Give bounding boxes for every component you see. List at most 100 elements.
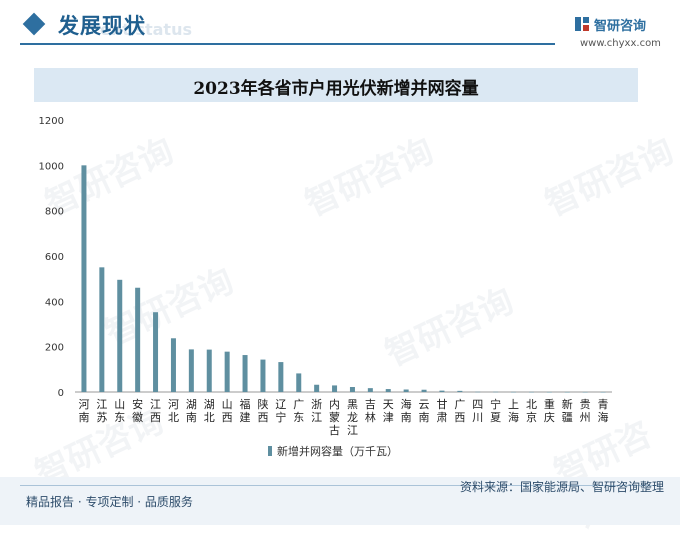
brand-mark-icon	[575, 17, 589, 31]
legend-swatch	[268, 446, 272, 456]
x-tick-label: 甘	[436, 398, 447, 411]
x-tick-label: 北	[526, 398, 537, 411]
bar	[564, 391, 570, 393]
x-tick-label: 内	[329, 397, 340, 411]
x-tick-label: 宁	[490, 397, 501, 411]
x-tick-label: 庆	[544, 410, 555, 424]
x-tick-label: 辽	[275, 398, 286, 411]
x-tick-label: 徽	[132, 410, 143, 424]
x-tick-label: 北	[204, 411, 215, 424]
y-tick-label: 1000	[39, 161, 64, 172]
bar	[81, 165, 87, 392]
header-rule	[20, 43, 555, 45]
bar	[582, 391, 588, 393]
x-tick-label: 江	[347, 424, 358, 437]
x-tick-label: 西	[454, 411, 465, 424]
x-tick-label: 四	[472, 398, 483, 411]
x-tick-label: 海	[401, 397, 412, 411]
y-tick-label: 600	[45, 252, 64, 263]
x-tick-label: 东	[293, 411, 304, 424]
x-tick-label: 云	[419, 398, 430, 411]
brand-logo: 智研咨询 www.chyxx.com	[556, 14, 676, 54]
x-tick-label: 山	[222, 398, 233, 411]
bar	[170, 338, 176, 392]
x-tick-label: 安	[132, 397, 143, 411]
x-tick-label: 津	[383, 411, 394, 424]
x-tick-label: 南	[186, 411, 197, 424]
chart-title-band: 2023年各省市户用光伏新增并网容量	[34, 68, 638, 102]
bar	[99, 267, 105, 392]
x-tick-label: 古	[329, 424, 340, 437]
brand-name: 智研咨询	[594, 19, 647, 34]
brand-url: www.chyxx.com	[580, 38, 661, 49]
bar	[153, 312, 159, 392]
x-tick-label: 疆	[562, 411, 573, 424]
x-tick-label: 江	[96, 398, 107, 411]
section-header: ent status 发展现状 智研咨询 www.chyxx.com	[0, 0, 680, 58]
bar	[224, 351, 230, 392]
bar	[349, 387, 355, 392]
x-tick-label: 青	[598, 398, 609, 411]
diamond-icon	[22, 12, 46, 36]
bar	[367, 388, 373, 392]
bar	[439, 390, 445, 392]
bar	[546, 391, 552, 393]
bar	[385, 389, 391, 392]
x-tick-label: 河	[168, 398, 179, 411]
x-tick-label: 河	[78, 398, 89, 411]
x-tick-label: 海	[598, 410, 609, 424]
y-tick-label: 400	[45, 297, 64, 308]
x-tick-label: 东	[114, 411, 125, 424]
x-tick-label: 福	[240, 397, 251, 411]
x-tick-label: 天	[383, 398, 394, 411]
bar	[421, 389, 427, 392]
bar	[242, 355, 248, 392]
bar	[528, 391, 534, 393]
bar	[314, 384, 320, 392]
x-tick-label: 北	[168, 411, 179, 424]
x-tick-label: 江	[311, 411, 322, 424]
x-tick-label: 林	[365, 410, 376, 424]
bar	[457, 390, 463, 392]
y-tick-label: 0	[58, 388, 64, 399]
x-tick-label: 川	[472, 411, 483, 424]
x-tick-label: 苏	[96, 411, 107, 424]
y-tick-label: 800	[45, 207, 64, 218]
bar	[278, 362, 284, 392]
bar	[296, 373, 302, 392]
x-tick-label: 湖	[186, 398, 197, 411]
x-tick-label: 西	[150, 411, 161, 424]
section-title: 发展现状	[58, 14, 146, 38]
x-tick-label: 吉	[365, 398, 376, 411]
x-tick-label: 西	[257, 411, 268, 424]
bar	[600, 391, 606, 393]
x-tick-label: 西	[222, 411, 233, 424]
bar	[493, 391, 499, 393]
x-tick-label: 海	[508, 410, 519, 424]
section-subtitle: ent status	[100, 20, 192, 39]
bar-chart: 020040060080010001200河南江苏山东安徽江西河北湖南湖北山西福…	[39, 116, 612, 458]
x-tick-label: 广	[454, 398, 465, 411]
x-tick-label: 京	[526, 410, 537, 424]
x-tick-label: 蒙	[329, 411, 340, 424]
bar	[475, 391, 481, 393]
chart-title: 2023年各省市户用光伏新增并网容量	[193, 79, 479, 99]
bar	[332, 385, 338, 392]
bar	[206, 349, 212, 392]
x-tick-label: 州	[580, 411, 591, 424]
x-tick-label: 陕	[257, 397, 268, 411]
bar	[260, 359, 266, 392]
x-tick-label: 黑	[347, 398, 358, 411]
x-tick-label: 上	[508, 398, 519, 411]
x-tick-label: 南	[419, 411, 430, 424]
y-tick-label: 1200	[39, 116, 64, 127]
x-tick-label: 南	[78, 411, 89, 424]
bar	[188, 349, 194, 392]
bar	[117, 279, 123, 392]
y-tick-label: 200	[45, 343, 64, 354]
x-tick-label: 浙	[311, 398, 322, 411]
x-tick-label: 贵	[580, 398, 591, 411]
bar	[135, 287, 141, 392]
x-tick-label: 广	[293, 398, 304, 411]
x-tick-label: 肃	[436, 411, 447, 424]
